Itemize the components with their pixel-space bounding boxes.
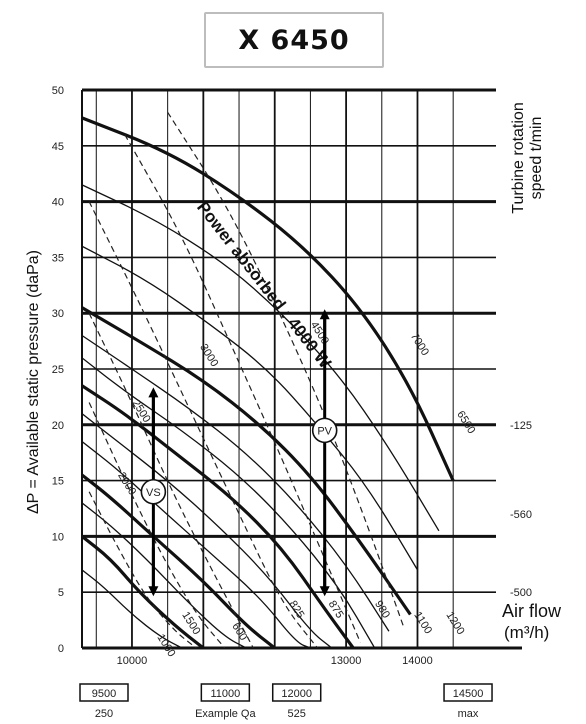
y-tick-label: 0 <box>58 643 64 655</box>
speed-curve <box>82 413 333 648</box>
curves <box>82 111 455 648</box>
marker-label: VS <box>146 487 161 499</box>
y-tick-label: 20 <box>52 420 64 432</box>
speed-curve <box>82 502 247 648</box>
y-tick-label: 30 <box>52 308 64 320</box>
bottom-box-sub: 525 <box>288 708 306 720</box>
grid: 0 5 10 15 20 25 30 35 40 45 50 10000 13000 14000 -125 -… <box>52 85 532 667</box>
y-tick-label: 40 <box>52 197 64 209</box>
chart-title: X 6450 <box>204 12 384 68</box>
y-axis-label: ΔP = Available static pressure (daPa) <box>25 250 42 514</box>
curve-label: 6500 <box>454 409 477 436</box>
power-curve <box>88 402 226 648</box>
bottom-box-value: 9500 <box>92 688 116 700</box>
right-tick-label: -500 <box>510 587 532 599</box>
right-axis-label-2: speed t/min <box>528 117 545 200</box>
right-tick-label: -560 <box>510 509 532 521</box>
power-curve <box>88 201 319 648</box>
marker: PV <box>311 417 338 444</box>
speed-curve <box>82 184 440 532</box>
marker: VS <box>140 478 167 505</box>
x-axis-label-2: (m³/h) <box>504 623 549 642</box>
curve-label: 980 <box>372 599 392 621</box>
speed-curve <box>82 306 412 616</box>
curve-label: 1000 <box>154 632 177 659</box>
curve-label: 825 <box>286 599 306 621</box>
x-tick-label: 10000 <box>117 655 148 667</box>
bottom-box-value: 11000 <box>210 688 240 700</box>
power-curve <box>88 491 197 648</box>
x-axis-label-1: Air flow <box>502 601 562 621</box>
power-annotation: Power absorbed : 4000 W <box>193 198 335 373</box>
y-tick-label: 35 <box>52 252 64 264</box>
speed-curve <box>82 384 355 648</box>
speed-curve <box>82 569 183 648</box>
speed-curve <box>82 116 455 482</box>
curve-label: 3000 <box>197 342 220 369</box>
speed-curve <box>82 334 390 632</box>
y-tick-label: 10 <box>52 531 64 543</box>
bottom-box-value: 12000 <box>281 688 312 700</box>
speed-curve <box>82 535 205 648</box>
marker-label: PV <box>317 425 332 437</box>
bottom-box-value: 14500 <box>453 688 484 700</box>
curve-label: 1100 <box>411 610 434 636</box>
curve-label: 7000 <box>408 331 431 358</box>
bottom-box <box>200 683 251 702</box>
y-tick-label: 25 <box>52 364 64 376</box>
speed-curve <box>82 357 376 648</box>
right-tick-label: -125 <box>510 420 532 432</box>
bottom-box-sub: Example Qa <box>195 708 256 720</box>
right-axis-label-1: Turbine rotation <box>510 102 527 213</box>
x-tick-label: 13000 <box>331 655 362 667</box>
power-curve <box>167 111 404 626</box>
bottom-box <box>271 683 322 702</box>
y-tick-label: 50 <box>52 85 64 97</box>
bottom-box-sub: max <box>458 708 479 720</box>
annotations: Power absorbed : 4000 W 70006500450030002… <box>79 198 493 720</box>
marker-circle <box>140 478 167 505</box>
y-tick-label: 5 <box>58 587 64 599</box>
speed-curve <box>82 245 419 571</box>
y-tick-label: 45 <box>52 141 64 153</box>
speed-curve <box>82 441 311 648</box>
curve-label: 1200 <box>443 610 466 637</box>
bottom-box <box>79 683 129 702</box>
y-tick-label: 15 <box>52 476 64 488</box>
bottom-box-sub: 250 <box>95 708 113 720</box>
marker-circle <box>311 417 338 444</box>
x-tick-label: 14000 <box>402 655 433 667</box>
curve-label: 2000 <box>115 470 138 497</box>
bottom-box <box>443 683 493 702</box>
speed-curve <box>82 473 276 648</box>
